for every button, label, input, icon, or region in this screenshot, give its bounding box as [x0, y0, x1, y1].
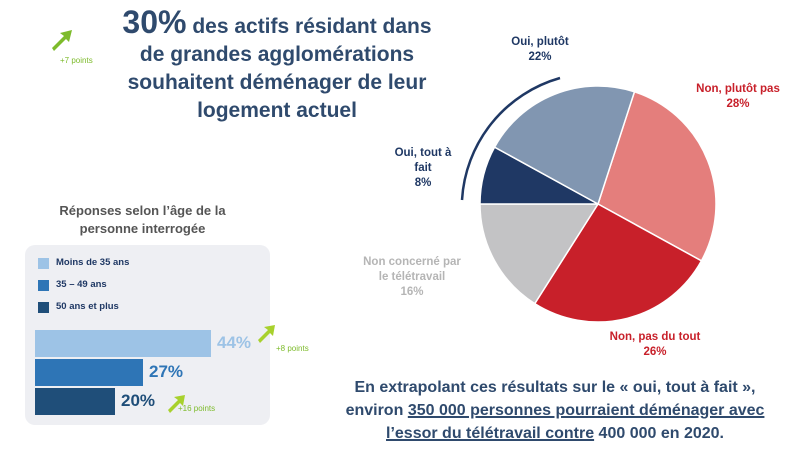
- pie-slice: [493, 85, 636, 206]
- arrow: [168, 395, 185, 413]
- pie-slice: [597, 90, 717, 262]
- slice-name: Non, plutôt pas: [696, 83, 780, 95]
- legend-swatch: [38, 258, 49, 269]
- pie-label: Non, pas du tout 26%: [600, 330, 710, 360]
- note-outro: 400 000 en 2020.: [598, 425, 724, 442]
- headline: 30% des actifs résidant dans de grandes …: [112, 6, 442, 125]
- note-intro: En extrapolant ces résultats sur le « ou…: [345, 379, 756, 419]
- bar: [35, 388, 115, 415]
- legend-label: 50 ans et plus: [56, 301, 119, 312]
- oui-arc: [460, 76, 561, 201]
- slice-name: Non concerné par le télétravail: [363, 256, 461, 283]
- bar-annotation: +8 points: [276, 344, 309, 353]
- bar-value: 27%: [149, 362, 184, 381]
- legend-swatch: [38, 280, 49, 291]
- legend-label: 35 – 49 ans: [56, 279, 107, 290]
- slice-value: 22%: [528, 51, 552, 63]
- headline-text: des actifs résidant dans de grandes aggl…: [127, 15, 432, 122]
- slice-name: Non, pas du tout: [609, 331, 701, 343]
- slice-name: Oui, tout à fait: [394, 147, 452, 174]
- legend-swatch: [38, 302, 49, 313]
- slice-value: 26%: [643, 346, 667, 358]
- note: En extrapolant ces résultats sur le « ou…: [340, 376, 770, 445]
- bar-annotation: +16 points: [178, 404, 216, 413]
- slice-value: 8%: [414, 177, 432, 189]
- note-highlight: 350 000 personnes pourraient déménager a…: [386, 402, 765, 442]
- arrow: [258, 325, 275, 343]
- legend-label: Moins de 35 ans: [56, 257, 130, 268]
- slice-name: Oui, plutôt: [511, 36, 569, 48]
- bar-value: 44%: [217, 333, 252, 352]
- bar-title: Réponses selon l’âge de la personne inte…: [59, 203, 226, 236]
- change-label: +7 points: [60, 56, 93, 65]
- pie-label: Oui, tout à fait 8%: [388, 146, 458, 191]
- arrow: [52, 30, 72, 51]
- slice-value: 28%: [726, 98, 750, 110]
- bar-value: 20%: [121, 391, 156, 410]
- bar: [35, 359, 143, 386]
- headline-figure: 30%: [122, 4, 187, 40]
- pie-label: Non, plutôt pas 28%: [690, 82, 786, 112]
- bar: [35, 330, 211, 357]
- pie-slice: [533, 203, 703, 323]
- slice-value: 16%: [400, 286, 424, 298]
- pie-label: Non concerné par le télétravail 16%: [360, 255, 464, 300]
- pie-slice: [479, 203, 600, 305]
- pie-label: Oui, plutôt 22%: [490, 35, 590, 65]
